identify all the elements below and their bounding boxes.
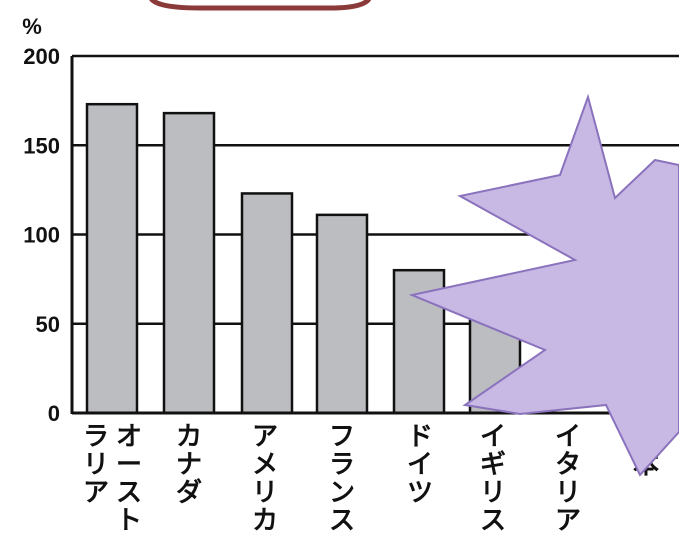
x-tick-label-char: ア [83,478,109,508]
x-tick-label-char: リ [252,478,278,508]
x-tick-label-char: ト [116,506,142,536]
bars [85,102,522,415]
x-tick-label-char: ダ [176,477,202,508]
bar-4 [315,213,369,415]
x-tick-label-char: タ [555,450,581,480]
y-tick-label: 0 [48,401,60,426]
x-tick-label-char: ス [116,478,142,508]
x-tick-label-char: イ [407,450,433,480]
x-tick-labels: オーストラリアカナダアメリカフランスドイツイギリスイタリア日本 [83,422,659,536]
x-tick-label-char: ー [116,450,142,480]
y-tick-label: 50 [36,312,60,337]
x-tick-label-char: ナ [176,450,202,480]
starburst-shape [408,93,679,477]
starburst-callout [408,93,679,477]
bar-3 [240,192,294,415]
x-tick-label-char: フ [329,422,355,452]
plot-area [70,54,679,415]
x-tick-label-char: ツ [407,478,433,508]
x-tick-label-char: ア [252,422,278,452]
x-tick-label-char: ド [407,422,433,452]
x-tick-label-char: リ [555,478,581,508]
x-tick-label-char: メ [252,450,278,480]
bar-1 [85,102,139,415]
y-tick-label: 200 [23,44,60,69]
x-tick-label-char: ア [555,506,581,536]
y-unit-label: % [22,14,42,39]
x-tick-label-char: リ [83,450,109,480]
x-tick-label-char: ギ [480,450,506,480]
x-tick-label-char: ラ [329,450,355,480]
y-tick-labels: 0 50 100 150 200 [23,44,60,426]
x-tick-label-char: イ [555,422,581,452]
x-tick-label-char: ス [329,506,355,536]
top-banner [149,0,372,11]
x-tick-label-char: オ [116,422,142,452]
bar-2 [162,111,216,415]
y-tick-label: 150 [23,133,60,158]
x-tick-label-char: ラ [83,422,109,452]
x-tick-label-char: イ [480,422,506,452]
x-tick-label-char: ン [329,478,355,508]
x-tick-label-char: ス [480,506,506,536]
y-tick-label: 100 [23,223,60,248]
x-tick-label-char: カ [176,422,202,452]
x-tick-label-char: リ [480,478,506,508]
x-tick-label-char: カ [252,506,278,536]
